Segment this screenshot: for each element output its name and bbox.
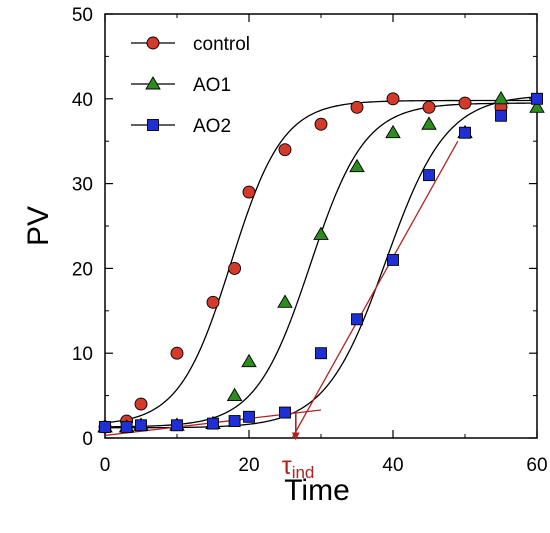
point-ao2 <box>423 169 435 182</box>
point-ao1 <box>529 99 545 113</box>
point-control <box>242 185 256 199</box>
axis-tick-labels: 0 20 40 60 0 10 20 30 40 50 <box>72 5 548 476</box>
point-ao2 <box>207 417 219 430</box>
point-control <box>386 92 400 106</box>
point-ao2 <box>459 126 471 139</box>
x-tick-label: 60 <box>526 455 547 476</box>
point-ao2 <box>315 347 327 360</box>
legend-label-ao1: AO1 <box>193 75 231 96</box>
point-ao2 <box>387 253 399 266</box>
point-ao2 <box>171 419 183 432</box>
x-tick-label: 20 <box>238 455 259 476</box>
fit-curve-ao1 <box>104 102 538 428</box>
point-control <box>278 143 292 157</box>
point-ao1 <box>349 158 365 173</box>
legend-marker-ao2 <box>147 119 159 131</box>
point-ao2 <box>228 415 241 427</box>
legend-label-control: control <box>193 34 250 55</box>
point-ao1 <box>277 294 293 308</box>
point-ao1 <box>421 116 437 130</box>
fit-curve-control <box>104 99 537 424</box>
y-tick-label: 0 <box>82 429 93 450</box>
legend-label-ao2: AO2 <box>193 116 231 137</box>
point-ao2 <box>99 421 111 433</box>
y-tick-label: 30 <box>72 175 93 196</box>
point-ao1 <box>493 90 509 105</box>
point-ao2 <box>279 406 291 419</box>
point-control <box>422 100 436 114</box>
x-axis-title: Time <box>284 474 350 507</box>
point-ao2 <box>243 410 255 423</box>
legend-marker-ao1 <box>145 76 161 90</box>
point-control <box>170 346 184 360</box>
tau-subscript: ind <box>292 463 315 482</box>
point-ao2 <box>135 419 147 432</box>
legend: control AO1 AO2 <box>131 34 250 137</box>
axis-ticks <box>104 13 538 439</box>
tau-ind-label: τind <box>282 452 315 482</box>
y-tick-label: 40 <box>72 90 93 111</box>
point-control <box>458 96 472 110</box>
x-tick-label: 0 <box>100 455 111 476</box>
data-points <box>97 90 545 434</box>
fit-curve-ao2 <box>105 96 538 429</box>
point-ao1 <box>313 226 329 240</box>
series-ao2 <box>99 92 543 433</box>
tau-symbol: τ <box>282 452 292 480</box>
point-control <box>314 117 328 131</box>
point-ao2 <box>495 109 507 122</box>
plot-frame <box>104 13 538 439</box>
point-ao1 <box>226 387 243 402</box>
y-tick-label: 50 <box>72 5 93 26</box>
point-control <box>134 397 148 411</box>
series-ao1 <box>97 90 545 433</box>
point-ao1 <box>241 353 257 368</box>
point-ao2 <box>531 92 543 105</box>
series-control <box>98 92 508 434</box>
point-ao2 <box>120 421 133 433</box>
fit-curves <box>104 96 538 429</box>
point-ao1 <box>385 124 401 139</box>
annotations: τind <box>104 140 459 482</box>
point-ao2 <box>351 313 363 326</box>
x-tick-label: 40 <box>382 455 403 476</box>
y-tick-label: 10 <box>72 344 93 365</box>
point-control <box>228 261 242 275</box>
point-control <box>350 100 364 114</box>
y-axis-title: PV <box>22 206 55 246</box>
y-tick-label: 20 <box>72 259 93 280</box>
point-control <box>206 295 220 309</box>
tangent-line <box>291 140 459 439</box>
legend-marker-control <box>146 36 160 50</box>
